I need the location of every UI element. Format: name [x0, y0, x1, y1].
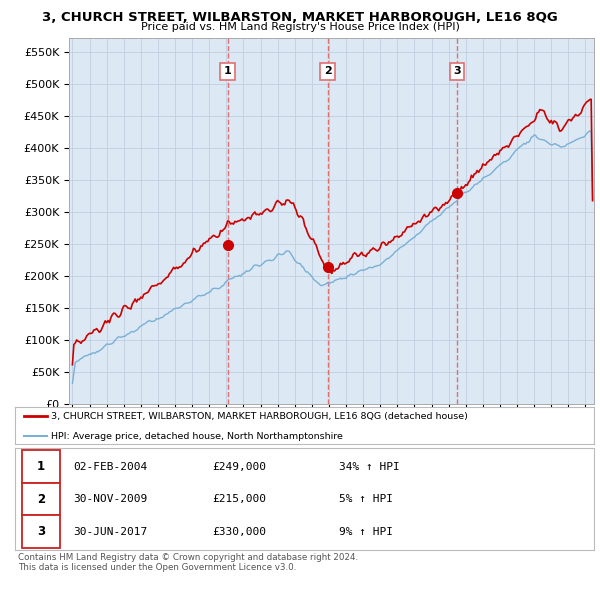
Text: 30-NOV-2009: 30-NOV-2009 — [73, 494, 147, 504]
FancyBboxPatch shape — [22, 450, 59, 483]
FancyBboxPatch shape — [22, 516, 59, 548]
Text: Price paid vs. HM Land Registry's House Price Index (HPI): Price paid vs. HM Land Registry's House … — [140, 22, 460, 32]
Text: 2: 2 — [37, 493, 45, 506]
Text: HPI: Average price, detached house, North Northamptonshire: HPI: Average price, detached house, Nort… — [51, 432, 343, 441]
Text: 5% ↑ HPI: 5% ↑ HPI — [339, 494, 393, 504]
Text: 3, CHURCH STREET, WILBARSTON, MARKET HARBOROUGH, LE16 8QG: 3, CHURCH STREET, WILBARSTON, MARKET HAR… — [42, 11, 558, 24]
Text: 30-JUN-2017: 30-JUN-2017 — [73, 527, 147, 537]
Text: 34% ↑ HPI: 34% ↑ HPI — [339, 461, 400, 471]
Text: 3: 3 — [453, 66, 461, 76]
Text: £249,000: £249,000 — [212, 461, 266, 471]
Text: 1: 1 — [37, 460, 45, 473]
Text: £330,000: £330,000 — [212, 527, 266, 537]
Text: 9% ↑ HPI: 9% ↑ HPI — [339, 527, 393, 537]
Text: Contains HM Land Registry data © Crown copyright and database right 2024.
This d: Contains HM Land Registry data © Crown c… — [18, 553, 358, 572]
Text: 1: 1 — [224, 66, 232, 76]
Text: 2: 2 — [323, 66, 331, 76]
Text: 3: 3 — [37, 525, 45, 538]
Text: £215,000: £215,000 — [212, 494, 266, 504]
FancyBboxPatch shape — [22, 483, 59, 516]
Text: 3, CHURCH STREET, WILBARSTON, MARKET HARBOROUGH, LE16 8QG (detached house): 3, CHURCH STREET, WILBARSTON, MARKET HAR… — [51, 412, 468, 421]
Text: 02-FEB-2004: 02-FEB-2004 — [73, 461, 147, 471]
